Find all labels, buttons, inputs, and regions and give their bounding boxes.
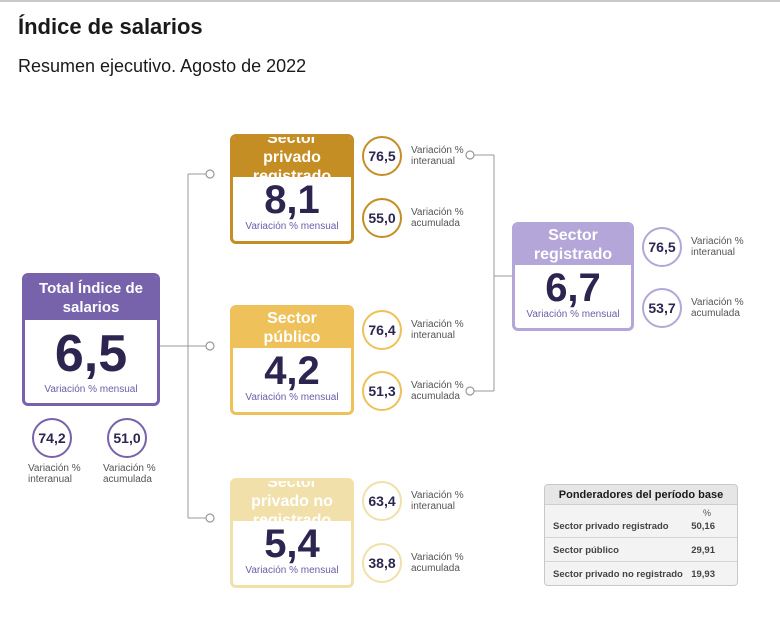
publico-acumulada-circle: 51,3 bbox=[362, 371, 402, 411]
publico-title: Sector público bbox=[233, 308, 351, 348]
noregistrado-interanual-label: Variación % interanual bbox=[411, 490, 464, 512]
registrado-box: Sector registrado 6,7 Variación % mensua… bbox=[512, 222, 634, 331]
privado-interanual-label: Variación % interanual bbox=[411, 145, 464, 167]
privado-acumulada-label: Variación % acumulada bbox=[411, 207, 464, 229]
total-interanual-label: Variación % interanual bbox=[28, 463, 81, 485]
publico-box: Sector público 4,2 Variación % mensual bbox=[230, 305, 354, 415]
total-acumulada-circle: 51,0 bbox=[107, 418, 147, 458]
total-interanual-circle: 74,2 bbox=[32, 418, 72, 458]
total-acumulada-label: Variación % acumulada bbox=[103, 463, 156, 485]
row-divider bbox=[545, 561, 737, 562]
total-index-box: Total Índice de salarios 6,5 Variación %… bbox=[22, 273, 160, 406]
registrado-interanual-label: Variación % interanual bbox=[691, 236, 744, 258]
node-dot bbox=[465, 386, 475, 396]
noregistrado-title: Sector privado no registrado bbox=[233, 481, 351, 529]
registrado-value: 6,7 bbox=[545, 266, 601, 310]
publico-interanual-circle: 76,4 bbox=[362, 310, 402, 350]
row-label: Sector privado no registrado bbox=[553, 569, 683, 580]
privado-acumulada-circle: 55,0 bbox=[362, 198, 402, 238]
ponderadores-title: Ponderadores del período base bbox=[545, 485, 737, 505]
table-row: Sector privado registrado 50,16 bbox=[553, 521, 715, 532]
privado-caption: Variación % mensual bbox=[245, 221, 339, 232]
table-row: Sector privado no registrado 19,93 bbox=[553, 569, 715, 580]
noregistrado-box: Sector privado no registrado 5,4 Variaci… bbox=[230, 478, 354, 588]
top-border bbox=[0, 0, 780, 2]
node-dot bbox=[205, 169, 215, 179]
privado-title: Sector privado registrado bbox=[233, 137, 351, 185]
node-dot bbox=[205, 341, 215, 351]
noregistrado-value: 5,4 bbox=[264, 522, 320, 566]
privado-box: Sector privado registrado 8,1 Variación … bbox=[230, 134, 354, 244]
row-divider bbox=[545, 537, 737, 538]
row-value: 50,16 bbox=[691, 521, 715, 532]
noregistrado-interanual-circle: 63,4 bbox=[362, 481, 402, 521]
table-row: Sector público 29,91 bbox=[553, 545, 715, 556]
privado-interanual-circle: 76,5 bbox=[362, 136, 402, 176]
publico-caption: Variación % mensual bbox=[245, 392, 339, 403]
ponderadores-unit: % bbox=[702, 508, 711, 518]
registrado-title: Sector registrado bbox=[515, 225, 631, 265]
node-dot bbox=[465, 150, 475, 160]
noregistrado-acumulada-circle: 38,8 bbox=[362, 543, 402, 583]
publico-acumulada-label: Variación % acumulada bbox=[411, 380, 464, 402]
node-dot bbox=[205, 513, 215, 523]
registrado-acumulada-label: Variación % acumulada bbox=[691, 297, 744, 319]
page-subtitle: Resumen ejecutivo. Agosto de 2022 bbox=[18, 56, 307, 76]
privado-value: 8,1 bbox=[264, 178, 320, 222]
total-index-caption: Variación % mensual bbox=[44, 384, 138, 395]
page-title: Índice de salarios bbox=[18, 14, 203, 39]
row-label: Sector público bbox=[553, 545, 619, 556]
row-value: 29,91 bbox=[691, 545, 715, 556]
noregistrado-caption: Variación % mensual bbox=[245, 565, 339, 576]
total-index-title: Total Índice de salarios bbox=[25, 276, 157, 320]
row-value: 19,93 bbox=[691, 569, 715, 580]
registrado-acumulada-circle: 53,7 bbox=[642, 288, 682, 328]
registrado-caption: Variación % mensual bbox=[526, 309, 620, 320]
row-label: Sector privado registrado bbox=[553, 521, 669, 532]
noregistrado-acumulada-label: Variación % acumulada bbox=[411, 552, 464, 574]
total-index-value: 6,5 bbox=[54, 325, 128, 383]
registrado-interanual-circle: 76,5 bbox=[642, 227, 682, 267]
ponderadores-table: Ponderadores del período base % Sector p… bbox=[544, 484, 738, 586]
publico-interanual-label: Variación % interanual bbox=[411, 319, 464, 341]
publico-value: 4,2 bbox=[264, 349, 320, 393]
